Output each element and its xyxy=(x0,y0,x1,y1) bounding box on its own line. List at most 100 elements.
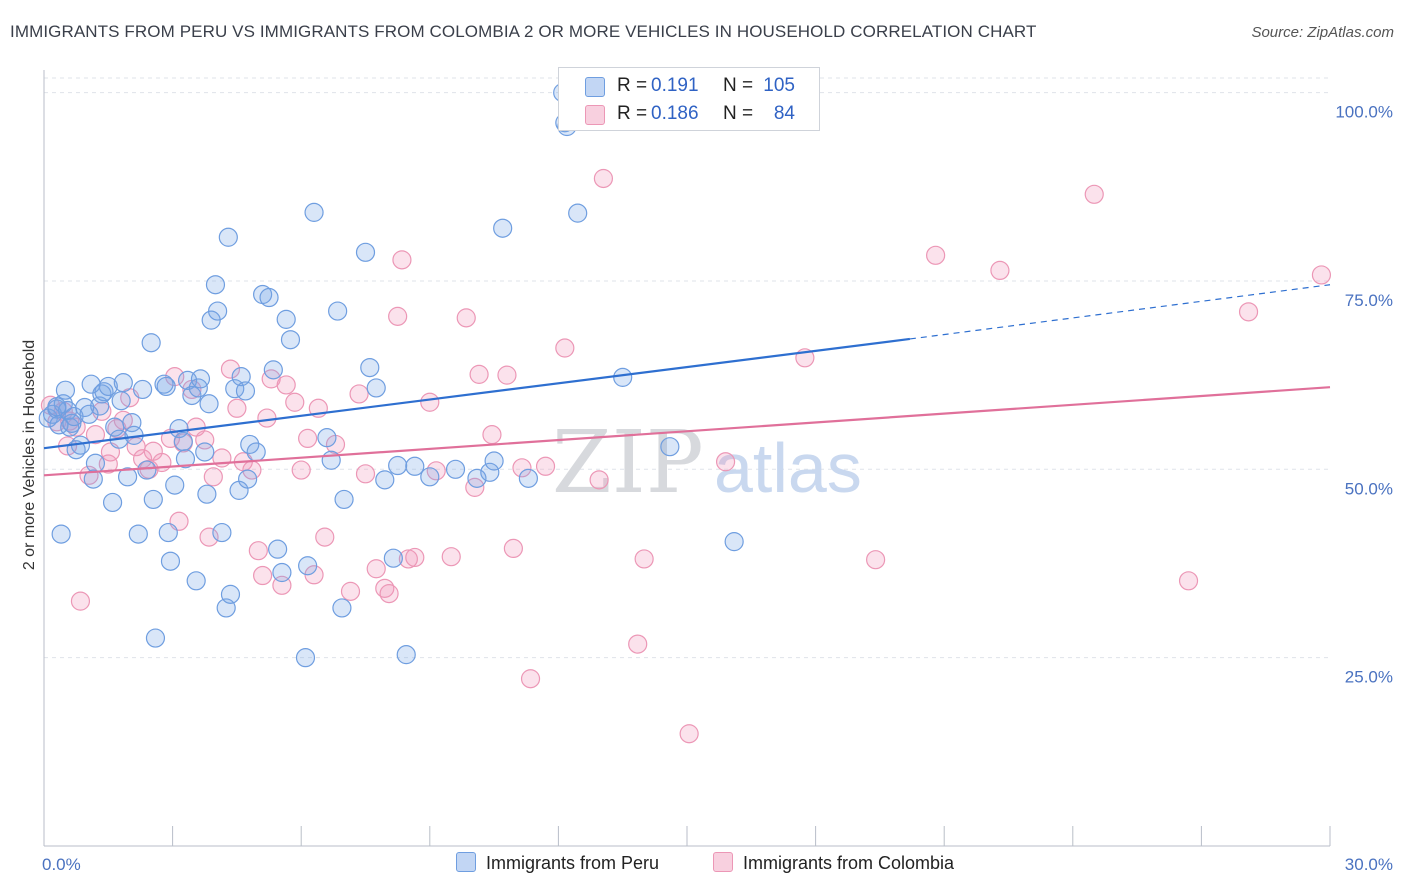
peru-point xyxy=(724,532,744,552)
colombia-point xyxy=(628,634,648,654)
colombia-point xyxy=(520,669,541,689)
watermark: ZIP atlas xyxy=(552,413,862,513)
peru-point xyxy=(246,442,266,462)
colombia-point xyxy=(866,550,886,570)
y-tick-label: 25.0% xyxy=(1345,668,1393,687)
peru-point xyxy=(263,360,283,380)
colombia-point xyxy=(379,584,399,604)
peru-point xyxy=(173,431,193,452)
colombia-point xyxy=(456,308,476,328)
peru-point xyxy=(62,413,82,433)
peru-point xyxy=(128,524,148,544)
y-axis-label: 2 or more Vehicles in Household xyxy=(21,340,38,570)
peru-point xyxy=(238,469,258,489)
peru-point xyxy=(212,522,232,543)
colombia-point xyxy=(355,464,376,484)
peru-point xyxy=(445,459,466,479)
series-peru-points xyxy=(38,83,744,668)
peru-point xyxy=(332,598,352,618)
peru-point xyxy=(195,442,215,462)
peru-swatch xyxy=(585,77,605,97)
peru-point xyxy=(197,484,217,504)
colombia-swatch xyxy=(713,852,733,872)
colombia-point xyxy=(1311,265,1332,285)
peru-point xyxy=(113,373,133,393)
legend-item-peru[interactable]: Immigrants from Peru xyxy=(456,852,659,874)
peru-point xyxy=(355,242,376,262)
colombia-point xyxy=(366,559,386,579)
colombia-point xyxy=(926,245,946,265)
peru-point xyxy=(613,367,633,387)
colombia-point xyxy=(388,306,408,326)
colombia-point xyxy=(1178,571,1199,591)
peru-point xyxy=(186,571,206,591)
colombia-point xyxy=(257,408,277,428)
peru-point xyxy=(199,394,219,414)
colombia-point xyxy=(70,591,91,611)
peru-point xyxy=(117,467,138,487)
r-value: 0.186 xyxy=(651,103,699,124)
colombia-point xyxy=(220,359,241,379)
peru-point xyxy=(220,584,241,604)
n-label: N = xyxy=(723,75,754,96)
peru-point xyxy=(276,309,296,329)
peru-point xyxy=(231,367,251,387)
colombia-point xyxy=(535,456,556,476)
colombia-swatch xyxy=(585,105,605,125)
peru-point xyxy=(90,396,110,416)
colombia-point xyxy=(227,398,247,418)
n-value: 105 xyxy=(763,75,795,96)
legend-row-peru: R = 0.191 N = 105 xyxy=(559,72,819,100)
peru-point xyxy=(366,378,386,398)
colombia-point xyxy=(315,527,335,547)
colombia-point xyxy=(392,250,412,270)
colombia-point xyxy=(715,452,736,472)
peru-point xyxy=(304,202,324,222)
colombia-trend-line xyxy=(43,386,1331,477)
peru-point xyxy=(321,450,341,470)
legend-row-colombia: R = 0.186 N = 84 xyxy=(559,100,819,128)
colombia-point xyxy=(405,547,425,568)
colombia-point xyxy=(593,168,614,189)
trend-lines xyxy=(43,284,1331,477)
peru-point xyxy=(205,275,226,295)
peru-point xyxy=(328,301,348,321)
legend-item-colombia[interactable]: Immigrants from Colombia xyxy=(713,852,954,874)
axes xyxy=(43,70,1331,847)
peru-point xyxy=(143,489,163,510)
peru-point xyxy=(280,330,301,350)
peru-point xyxy=(268,539,288,559)
colombia-point xyxy=(441,547,461,567)
colombia-point xyxy=(398,549,418,569)
colombia-point xyxy=(291,460,311,480)
peru-point xyxy=(208,301,228,321)
source-label: Source: ZipAtlas.com xyxy=(1251,24,1394,41)
peru-point xyxy=(334,489,354,510)
chart-title: IMMIGRANTS FROM PERU VS IMMIGRANTS FROM … xyxy=(10,22,1037,41)
peru-point xyxy=(660,437,680,457)
colombia-point xyxy=(512,458,532,478)
colombia-point xyxy=(482,425,502,445)
peru-point xyxy=(182,385,202,406)
legend-colombia-label: Immigrants from Colombia xyxy=(743,853,955,873)
colombia-point xyxy=(1084,184,1104,204)
peru-point xyxy=(156,376,176,397)
r-label: R = xyxy=(617,75,648,96)
colombia-point xyxy=(589,470,609,490)
peru-point xyxy=(137,460,157,480)
peru-point xyxy=(145,628,166,648)
y-tick-label: 50.0% xyxy=(1345,479,1393,498)
colombia-point xyxy=(298,428,318,449)
colombia-point xyxy=(276,375,296,395)
peru-point xyxy=(190,369,211,389)
peru-point xyxy=(568,203,588,223)
peru-swatch xyxy=(456,852,476,872)
peru-point xyxy=(83,469,103,489)
peru-point xyxy=(420,467,440,487)
peru-point xyxy=(102,492,123,513)
peru-point xyxy=(132,379,153,400)
peru-point xyxy=(47,397,67,417)
peru-point xyxy=(396,645,416,665)
correlation-legend: R = 0.191 N = 105 R = 0.186 N = 84 xyxy=(558,67,820,131)
